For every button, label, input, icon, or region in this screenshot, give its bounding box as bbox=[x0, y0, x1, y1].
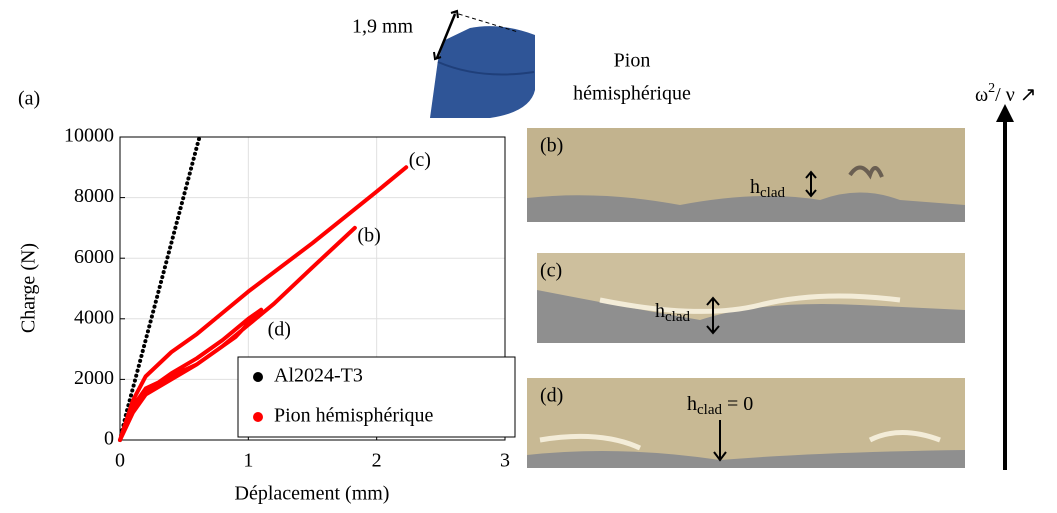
annotation: (c) bbox=[409, 149, 431, 171]
h-clad-label: hclad = 0 bbox=[687, 393, 753, 419]
y-tick-label: 0 bbox=[104, 428, 114, 450]
tool-dimension: 1,9 mm bbox=[352, 16, 414, 38]
micrograph-label: (c) bbox=[540, 260, 562, 282]
y-tick-label: 6000 bbox=[74, 246, 114, 268]
trend-arrow-head bbox=[996, 104, 1014, 122]
h-clad-label: hclad bbox=[655, 300, 690, 326]
micrograph bbox=[527, 128, 965, 222]
legend-marker bbox=[253, 372, 263, 382]
x-tick-label: 1 bbox=[243, 450, 253, 472]
tool-name: hémisphérique bbox=[573, 83, 691, 105]
series-line bbox=[118, 165, 409, 442]
micrograph bbox=[537, 253, 965, 343]
y-tick-label: 2000 bbox=[74, 367, 114, 389]
legend-label: Al2024-T3 bbox=[274, 365, 363, 387]
x-tick-label: 0 bbox=[115, 450, 125, 472]
arrow bbox=[713, 420, 727, 462]
x-axis-label: Déplacement (mm) bbox=[235, 483, 390, 505]
y-tick-label: 10000 bbox=[64, 125, 114, 147]
legend-marker bbox=[253, 412, 263, 422]
panel-label: (a) bbox=[18, 88, 40, 110]
trend-label: ω2/ ν ↗ bbox=[975, 81, 1037, 105]
micrograph bbox=[527, 378, 965, 468]
axes-frame bbox=[119, 136, 506, 441]
legend-box bbox=[237, 356, 516, 438]
x-tick-label: 3 bbox=[500, 450, 510, 472]
arrow bbox=[706, 296, 720, 335]
tool-illustration: 1,9 mm Pion hémisphérique bbox=[352, 9, 691, 118]
micrograph-label: (d) bbox=[540, 385, 563, 407]
h-clad-label: hclad bbox=[750, 176, 785, 202]
arrow bbox=[805, 170, 817, 198]
legend-label: Pion hémisphérique bbox=[274, 405, 434, 427]
annotation: (b) bbox=[357, 225, 380, 247]
y-tick-label: 8000 bbox=[74, 185, 114, 207]
series-line bbox=[118, 135, 202, 442]
y-tick-label: 4000 bbox=[74, 306, 114, 328]
tool-name: Pion bbox=[614, 50, 651, 72]
micrograph-label: (b) bbox=[540, 135, 563, 157]
annotation: (d) bbox=[268, 319, 291, 341]
x-tick-label: 2 bbox=[372, 450, 382, 472]
y-axis-label: Charge (N) bbox=[18, 243, 40, 333]
